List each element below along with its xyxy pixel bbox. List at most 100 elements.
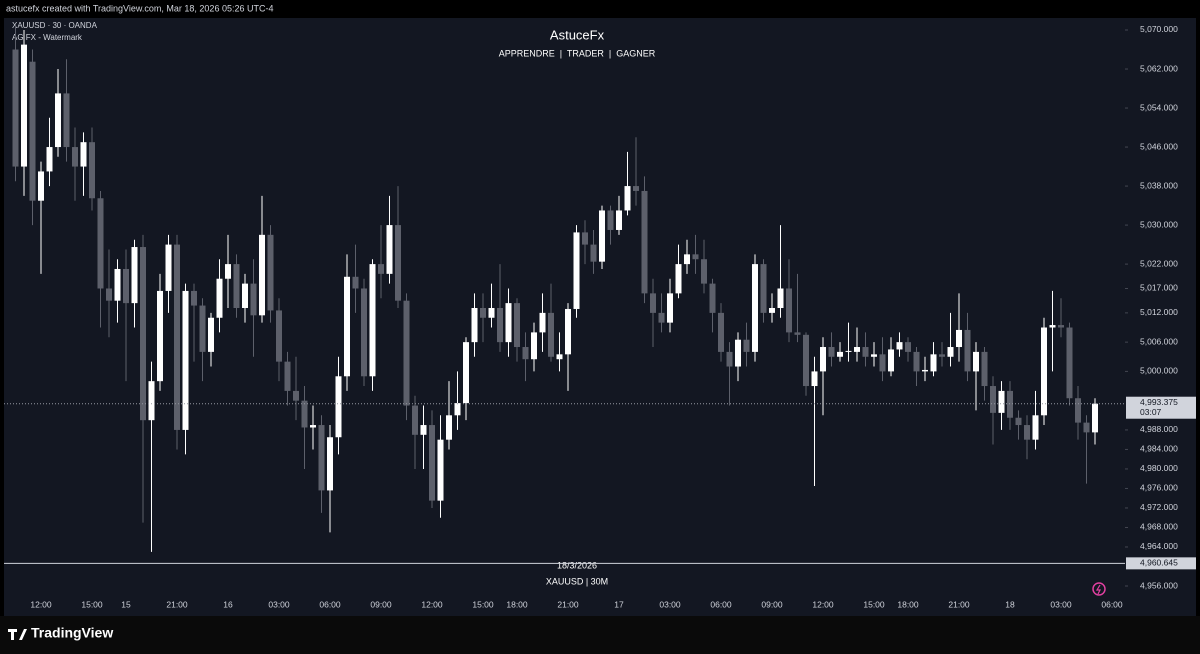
candle-body — [658, 312, 665, 323]
candle-body — [684, 254, 690, 265]
candle-body — [718, 312, 724, 352]
candle-body — [471, 307, 478, 343]
x-tick-label: 12:00 — [812, 599, 834, 609]
candle-body — [837, 351, 843, 357]
x-tick-label: 18 — [1005, 599, 1015, 609]
x-tick-label: 03:00 — [1050, 599, 1072, 609]
candle-body — [913, 351, 920, 372]
x-tick-label: 15:00 — [81, 599, 103, 609]
candle-body — [582, 232, 588, 245]
candle-body — [182, 290, 189, 430]
candle-body — [548, 312, 554, 357]
candle-body — [1066, 327, 1073, 399]
candle-body — [352, 276, 359, 289]
candle-body — [888, 349, 894, 372]
candle-body — [854, 347, 860, 352]
candle-body — [55, 93, 61, 148]
candle-body — [395, 225, 401, 301]
x-tick-label: 15:00 — [472, 599, 494, 609]
candle-body — [1007, 390, 1013, 418]
last-price-label: 4,993.375 — [1140, 397, 1178, 407]
candle-body — [199, 305, 206, 352]
candle-body — [862, 347, 869, 357]
candle-body — [633, 186, 639, 191]
candle-body — [63, 93, 70, 148]
candle-body — [1049, 325, 1056, 328]
candle-body — [701, 259, 707, 284]
alert-icon[interactable] — [1092, 582, 1106, 596]
candle-body — [531, 332, 537, 360]
y-tick-label: 5,000.000 — [1140, 366, 1178, 376]
candle-body — [777, 288, 784, 308]
y-tick-label: 4,968.000 — [1140, 522, 1178, 532]
candle-body — [12, 49, 19, 167]
candle-body — [616, 210, 622, 230]
candle-body — [250, 283, 257, 316]
candle-body — [80, 142, 87, 167]
candle-body — [947, 347, 954, 357]
candle-body — [692, 254, 699, 260]
brand-logo — [8, 629, 27, 640]
candle-body — [675, 264, 682, 294]
candle-body — [667, 293, 673, 323]
candle-body — [106, 288, 112, 301]
candle-body — [641, 190, 648, 294]
credit: astucefx created with TradingView.com, M… — [6, 3, 273, 13]
candle-body — [828, 347, 835, 357]
candle-body — [344, 276, 350, 377]
candle-body — [998, 390, 1005, 413]
candle-body — [743, 339, 750, 352]
candle-body — [89, 142, 95, 199]
chart-subtitle: APPRENDRE | TRADER | GAGNER — [499, 48, 656, 58]
x-tick-label: 12:00 — [30, 599, 52, 609]
logo-mark — [8, 629, 27, 640]
candle-body — [284, 361, 291, 391]
x-tick-label: 21:00 — [557, 599, 579, 609]
x-tick-label: 15:00 — [863, 599, 885, 609]
candle-body — [335, 376, 342, 438]
candle-body — [208, 317, 214, 352]
candle-body — [539, 312, 546, 333]
candle-body — [624, 186, 631, 211]
y-tick-label: 5,070.000 — [1140, 24, 1178, 34]
x-tick-label: 06:00 — [1101, 599, 1123, 609]
last-price-box — [1126, 396, 1196, 419]
candle-body — [845, 350, 852, 352]
candle-body — [174, 244, 180, 430]
y-tick-label: 4,984.000 — [1140, 444, 1178, 454]
y-tick-label: 4,972.000 — [1140, 502, 1178, 512]
x-tick-label: 03:00 — [268, 599, 290, 609]
candle-body — [1075, 398, 1081, 423]
candle-body — [46, 147, 53, 172]
candle-body — [403, 300, 410, 406]
x-tick-label: 21:00 — [166, 599, 188, 609]
x-tick-label: 09:00 — [370, 599, 392, 609]
candle-body — [607, 210, 614, 230]
candle-body — [905, 342, 911, 352]
candle-body — [488, 307, 495, 318]
candle-body — [157, 290, 163, 382]
candle-body — [803, 334, 809, 387]
y-tick-label: 4,964.000 — [1140, 541, 1178, 551]
candle-body — [820, 347, 826, 372]
candle-body — [242, 283, 248, 308]
candle-body — [327, 437, 333, 491]
candle-body — [454, 403, 461, 416]
hline-box — [1126, 557, 1196, 570]
y-tick-label: 5,017.000 — [1140, 283, 1178, 293]
candle-body — [769, 307, 775, 313]
y-tick-label: 5,054.000 — [1140, 102, 1178, 112]
x-tick-label: 16 — [223, 599, 233, 609]
candle-body — [922, 369, 928, 372]
candle-body — [497, 307, 503, 343]
candle-body — [378, 264, 384, 274]
brand: TradingView — [31, 625, 113, 641]
candle-body — [437, 439, 444, 501]
y-tick-label: 5,062.000 — [1140, 63, 1178, 73]
footer — [0, 616, 1200, 654]
candle-body — [939, 354, 945, 357]
candle-body — [522, 347, 529, 360]
y-tick-label: 5,022.000 — [1140, 258, 1178, 268]
candle-body — [599, 210, 605, 262]
